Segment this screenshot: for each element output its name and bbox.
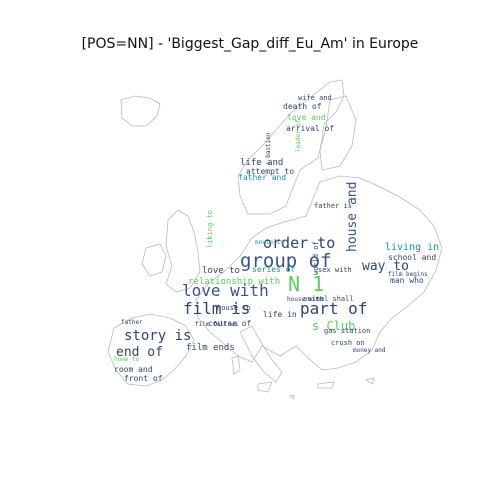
cloud-word: crush on xyxy=(331,339,365,347)
cloud-word: father and xyxy=(238,173,286,182)
cloud-word: story is xyxy=(124,328,191,344)
cloud-word: front of xyxy=(124,374,163,383)
cloud-word: animal shall xyxy=(303,295,354,303)
cloud-word: attempt to xyxy=(246,167,294,176)
sicily-outline xyxy=(257,381,273,393)
sardinia-outline xyxy=(231,355,241,375)
cloud-word: s bastien xyxy=(265,132,272,165)
cloud-word: gas station xyxy=(324,327,370,335)
cloud-word: father is xyxy=(314,202,352,210)
cloud-word: love to xyxy=(202,266,240,276)
iceland-outline xyxy=(120,95,161,127)
cloud-word: house with xyxy=(287,296,324,303)
chart-title: [POS=NN] - 'Biggest_Gap_diff_Eu_Am' in E… xyxy=(81,36,419,52)
map-outline xyxy=(107,79,443,400)
britain-outline xyxy=(165,209,201,293)
cloud-word: group of xyxy=(240,250,332,272)
cloud-word: movie is xyxy=(255,239,284,246)
cloud-word: world of xyxy=(312,241,320,275)
cloud-word: home to xyxy=(114,356,140,363)
cloud-word: life in xyxy=(263,310,297,319)
cloud-word: love and xyxy=(287,113,326,122)
small-island xyxy=(289,394,295,400)
cloud-word: living in xyxy=(385,242,439,253)
cloud-word: leader of xyxy=(295,119,302,152)
cloud-word: film begins xyxy=(388,271,428,278)
cloud-word: way to xyxy=(362,259,409,274)
cyprus-outline xyxy=(365,377,375,385)
crete-outline xyxy=(317,381,335,389)
cloud-word: s Club xyxy=(312,319,355,333)
cloud-word: father xyxy=(121,319,143,326)
cloud-word: relationship with xyxy=(188,277,280,287)
cloud-word: course of xyxy=(208,319,252,328)
mainland-outline xyxy=(195,175,443,371)
cloud-word: arrival of xyxy=(286,124,334,133)
finland-outline xyxy=(319,95,357,171)
cloud-word: school and xyxy=(388,253,436,262)
cloud-word: man who xyxy=(390,276,424,285)
cloud-word: film is xyxy=(183,299,250,318)
italy-outline xyxy=(239,325,283,383)
cloud-word: money and xyxy=(353,347,386,354)
cloud-word: end of xyxy=(116,345,163,360)
cloud-word: house to xyxy=(217,304,251,312)
cloud-word: liking to xyxy=(206,210,214,248)
cloud-word: part of xyxy=(300,299,367,318)
cloud-word: film follows xyxy=(195,321,239,328)
cloud-word: series of xyxy=(252,265,296,274)
iberia-outline xyxy=(107,313,195,387)
cloud-word: life and xyxy=(240,158,283,168)
cloud-word: N 1 xyxy=(288,272,324,296)
cloud-word: wife and xyxy=(298,94,332,102)
scandinavia-outline xyxy=(237,79,345,215)
cloud-word: love with xyxy=(182,281,269,300)
cloud-word: film ends xyxy=(186,343,235,353)
ireland-outline xyxy=(141,243,167,277)
cloud-word: death of xyxy=(283,102,322,111)
cloud-word: sex with xyxy=(318,266,352,274)
cloud-word: house and xyxy=(345,182,360,252)
cloud-word: room and xyxy=(114,365,153,374)
cloud-word: order to xyxy=(263,234,335,252)
